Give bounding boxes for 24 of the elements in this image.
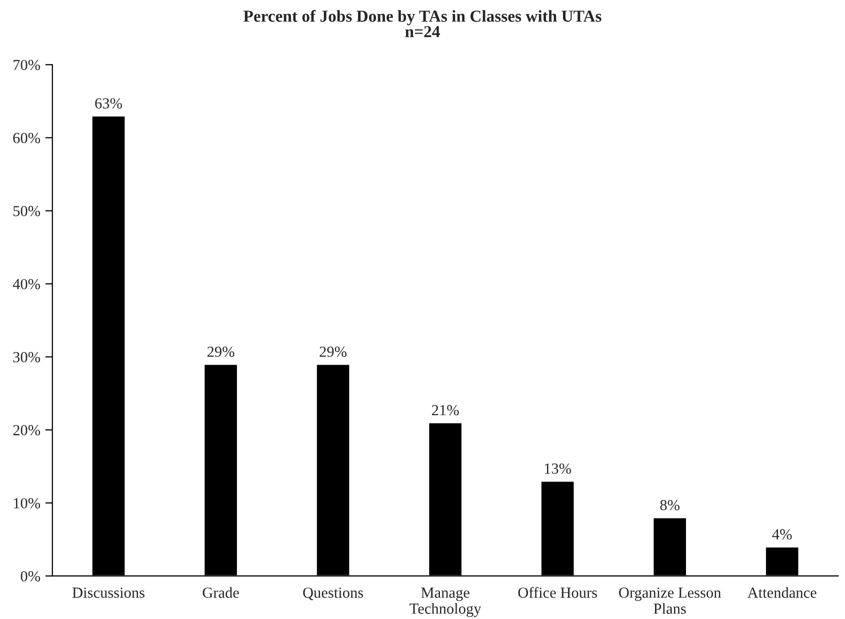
y-tick-label: 60% bbox=[13, 132, 40, 144]
y-tick-label: 50% bbox=[13, 206, 40, 216]
x-tick-label: Manage Technology bbox=[410, 588, 482, 617]
y-tick-label: 30% bbox=[13, 352, 40, 362]
y-tick-label: 0% bbox=[20, 571, 40, 582]
y-tick-label: 10% bbox=[14, 498, 40, 508]
data-label: 13% bbox=[544, 463, 572, 474]
x-tick-label: Attendance bbox=[747, 587, 816, 598]
x-tick-label: Office Hours bbox=[518, 586, 597, 598]
data-label: 29% bbox=[320, 346, 347, 357]
x-tick-label: Discussions bbox=[72, 588, 144, 598]
data-label: 21% bbox=[432, 405, 459, 416]
chart-title: Percent of Jobs Done by TAs in Classes with UTAs bbox=[244, 10, 602, 26]
data-label: 29% bbox=[207, 346, 234, 357]
x-tick-label: Questions bbox=[303, 588, 364, 600]
data-label: 63% bbox=[95, 98, 122, 109]
chart-subtitle: n=24 bbox=[405, 26, 440, 38]
data-label: 8% bbox=[660, 500, 680, 510]
data-label: 4% bbox=[772, 529, 792, 540]
x-tick-label: Grade bbox=[202, 587, 239, 598]
x-tick-label: Organize Lesson Plans bbox=[619, 588, 722, 614]
y-tick-label: 20% bbox=[13, 425, 40, 436]
y-tick-label: 40% bbox=[12, 278, 40, 290]
y-tick-label: 70% bbox=[14, 60, 40, 70]
